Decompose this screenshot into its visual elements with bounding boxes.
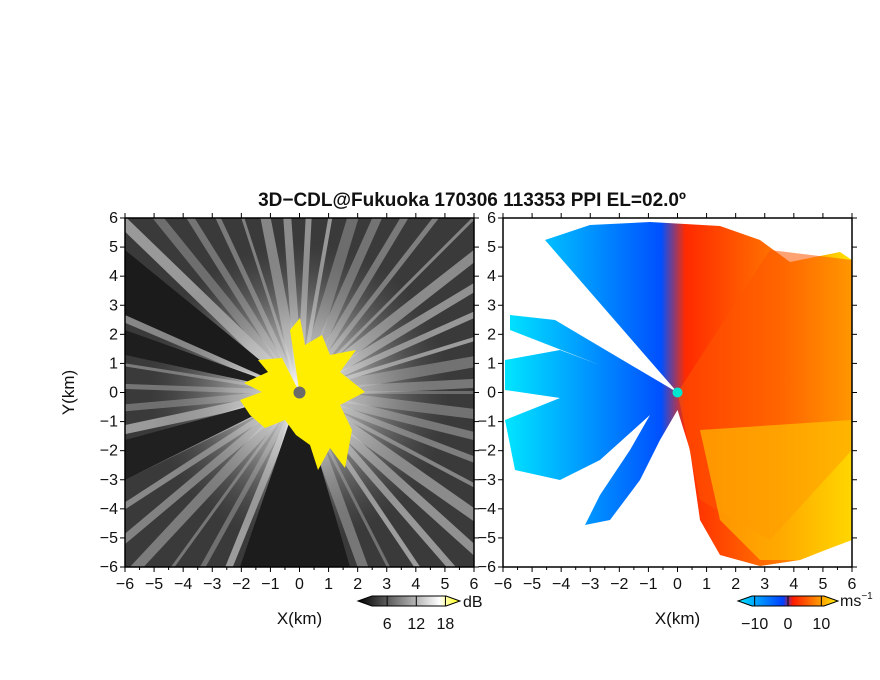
y-tick-label: −6	[478, 559, 496, 576]
x-tick-label: −5	[523, 576, 541, 593]
velocity-colorbar-ticks: −10 0 10	[741, 596, 830, 633]
velocity-colorbar-unit-base: ms	[840, 593, 861, 610]
x-tick-label: −4	[174, 576, 192, 593]
reflectivity-colorbar-bar	[356, 595, 462, 607]
y-tick-label: 6	[487, 210, 496, 227]
x-tick-label: 1	[324, 576, 333, 593]
y-tick-label: 4	[109, 268, 118, 285]
x-tick-label: −3	[581, 576, 599, 593]
x-tick-label: 3	[382, 576, 391, 593]
reflectivity-dark-sector-south	[240, 392, 350, 567]
reflectivity-ylabel: Y(km)	[59, 370, 78, 415]
y-tick-label: −5	[478, 530, 496, 547]
y-tick-label: −4	[100, 501, 118, 518]
x-tick-label: −6	[494, 576, 512, 593]
radar-site-marker	[293, 386, 306, 399]
x-tick-label: −3	[203, 576, 221, 593]
y-tick-label: 5	[109, 239, 118, 256]
y-tick-label: −4	[478, 501, 496, 518]
figure-title: 3D−CDL@Fukuoka 170306 113353 PPI EL=02.0…	[258, 190, 686, 211]
reflectivity-colorbar: 6 12 18 dB	[356, 594, 483, 633]
velocity-xlabel: X(km)	[655, 609, 700, 628]
y-tick-label: 0	[109, 385, 118, 402]
velocity-field	[503, 218, 852, 567]
y-tick-label: 3	[487, 297, 496, 314]
x-tick-label: 6	[470, 576, 479, 593]
colorbar-tick-label: 0	[784, 616, 793, 633]
colorbar-tick-label: 18	[437, 616, 455, 633]
y-tick-label: −5	[100, 530, 118, 547]
y-tick-label: −1	[478, 414, 496, 431]
colorbar-tick-label: 12	[407, 616, 425, 633]
y-tick-label: −1	[100, 414, 118, 431]
x-tick-label: 4	[411, 576, 420, 593]
y-tick-label: 2	[109, 326, 118, 343]
y-tick-label: −2	[100, 443, 118, 460]
y-tick-label: 5	[487, 239, 496, 256]
x-tick-label: 6	[848, 576, 857, 593]
x-tick-label: −6	[116, 576, 134, 593]
reflectivity-colorbar-unit: dB	[463, 594, 483, 611]
x-tick-label: −4	[552, 576, 570, 593]
y-tick-label: 1	[109, 355, 118, 372]
y-tick-label: 4	[487, 268, 496, 285]
y-tick-label: 2	[487, 326, 496, 343]
velocity-colorbar-unit-exp: −1	[861, 591, 873, 602]
x-tick-label: −2	[232, 576, 250, 593]
velocity-positive-core	[700, 420, 852, 560]
y-tick-label: 0	[487, 385, 496, 402]
y-tick-label: −2	[478, 443, 496, 460]
x-tick-label: 4	[789, 576, 798, 593]
reflectivity-dark-sector-mid	[125, 330, 300, 393]
x-tick-label: −1	[261, 576, 279, 593]
reflectivity-axes: −6 −5 −4 −3 −2 −1 0 1 2 3 4 5 6 6 5 4 3 2 1 0 −1 −2 −3 −4 −5 −6	[100, 210, 479, 593]
x-tick-label: 2	[731, 576, 740, 593]
velocity-colorbar-unit: ms−1	[840, 591, 873, 610]
colorbar-tick-label: 10	[812, 616, 830, 633]
y-tick-label: −3	[478, 472, 496, 489]
velocity-colorbar: −10 0 10 ms−1	[736, 591, 873, 633]
x-tick-label: 3	[760, 576, 769, 593]
y-tick-label: −3	[100, 472, 118, 489]
reflectivity-xlabel: X(km)	[277, 609, 322, 628]
x-tick-label: 5	[440, 576, 449, 593]
y-tick-label: 3	[109, 297, 118, 314]
y-tick-label: 1	[487, 355, 496, 372]
reflectivity-field	[125, 218, 474, 567]
velocity-site-marker	[672, 387, 683, 398]
colorbar-tick-label: 6	[383, 616, 392, 633]
reflectivity-colorbar-ticks: 6 12 18	[383, 596, 455, 633]
x-tick-label: −5	[145, 576, 163, 593]
y-tick-label: −6	[100, 559, 118, 576]
x-tick-label: 2	[353, 576, 362, 593]
x-tick-label: 1	[702, 576, 711, 593]
x-tick-label: −2	[610, 576, 628, 593]
colorbar-tick-label: −10	[741, 616, 768, 633]
y-tick-label: 6	[109, 210, 118, 227]
velocity-axes: −6 −5 −4 −3 −2 −1 0 1 2 3 4 5 6 6 5 4 3 2 1 0 −1 −2 −3 −4 −5 −6	[478, 210, 857, 593]
reflectivity-dark-sector-upper	[125, 250, 300, 393]
x-tick-label: 0	[673, 576, 682, 593]
x-tick-label: 5	[818, 576, 827, 593]
x-tick-label: −1	[639, 576, 657, 593]
x-tick-label: 0	[295, 576, 304, 593]
